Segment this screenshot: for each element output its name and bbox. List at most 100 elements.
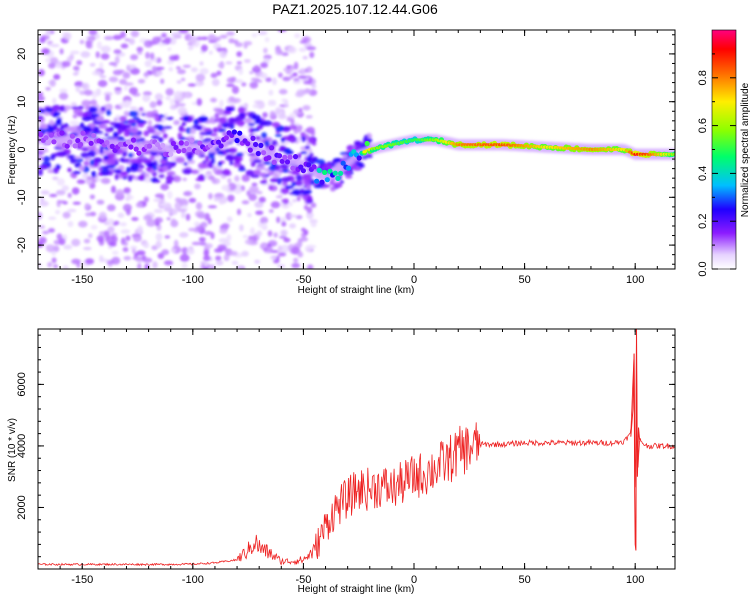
spectrogram-speckle	[291, 246, 301, 255]
spectrogram-speckle	[225, 61, 233, 65]
spectrogram-speckle	[86, 179, 93, 185]
spectrogram-speckle	[83, 238, 91, 244]
spectrogram-speckle	[230, 117, 235, 125]
spectrogram-speckle	[197, 162, 207, 169]
colorbar-gradient	[712, 30, 736, 269]
spectrogram-speckle	[154, 217, 163, 224]
spectrogram-ridge-cell	[316, 167, 322, 173]
spectrogram-speckle	[45, 86, 51, 91]
spectrogram-speckle	[249, 227, 255, 235]
spectrogram-speckle	[105, 127, 113, 133]
figure-title: PAZ1.2025.107.12.44.G06	[272, 1, 438, 17]
spectrogram-speckle	[160, 78, 165, 85]
spectrogram-speckle	[167, 47, 172, 51]
spectrogram-speckle	[173, 120, 180, 126]
spectrogram-ridge-cell	[88, 140, 94, 146]
spectrogram-speckle	[258, 196, 266, 203]
spectrogram-ridge-cell	[59, 130, 65, 136]
spectrogram-ridge-cell	[234, 137, 240, 144]
spectrogram-ridge-cell	[306, 162, 312, 168]
spectrogram-speckle	[306, 195, 313, 202]
colorbar-tick-label: 0.6	[697, 118, 709, 133]
spectrogram-speckle	[283, 147, 291, 155]
spectrogram-speckle	[152, 261, 158, 269]
spectrogram-speckle	[113, 49, 122, 54]
spectrogram-speckle	[364, 134, 369, 140]
spectrogram-speckle	[236, 61, 242, 65]
spectrogram-ridge-cell	[269, 145, 275, 151]
spectrogram-speckle	[132, 116, 139, 120]
spectrogram-speckle	[219, 228, 228, 235]
spectrogram-speckle	[137, 79, 146, 84]
spectrogram-ridge-cell	[125, 139, 131, 145]
spectrogram-speckle	[232, 155, 238, 161]
spectrogram-speckle	[99, 255, 104, 263]
spectrogram-speckle	[45, 30, 51, 37]
spectrogram-speckle	[281, 98, 287, 103]
spectrogram-speckle	[90, 225, 98, 230]
spectrogram-speckle	[204, 243, 213, 249]
snr-spike	[630, 329, 641, 551]
spectrogram-speckle	[175, 197, 181, 203]
spectrogram-speckle	[177, 208, 187, 212]
spectrogram-speckle	[214, 113, 220, 118]
spectrogram-speckle	[208, 155, 215, 159]
spectrogram-speckle	[183, 92, 191, 98]
spectrogram-speckle	[241, 174, 250, 182]
spectrogram-speckle	[281, 221, 287, 227]
spectrogram-speckle	[105, 94, 111, 102]
spectrogram-speckle	[238, 68, 244, 75]
spectrogram-speckle	[95, 51, 100, 59]
spectrogram-speckle	[267, 101, 277, 106]
spectrogram-speckle	[109, 241, 117, 247]
spectrogram-speckle	[254, 259, 261, 264]
spectrogram-speckle	[226, 122, 232, 128]
spectrogram-speckle	[67, 221, 74, 227]
spectrogram-speckle	[259, 242, 269, 250]
spectrogram-speckle	[291, 262, 301, 269]
spectrogram-speckle	[159, 202, 167, 207]
spectrogram-speckle	[271, 121, 281, 128]
spectrogram-speckle	[176, 80, 182, 84]
spectrogram-speckle	[271, 140, 278, 146]
spectrogram-speckle	[252, 104, 260, 109]
spectrogram-speckle	[83, 160, 90, 166]
spectrogram-speckle	[52, 104, 61, 112]
spectrogram-speckle	[226, 77, 235, 84]
spectrogram-speckle	[47, 261, 53, 268]
spectrogram-speckle	[298, 107, 303, 113]
spectrogram-speckle	[304, 145, 311, 150]
spectrogram-speckle	[106, 204, 116, 212]
spectrogram-speckle	[280, 137, 285, 143]
spectrogram-speckle	[128, 38, 135, 45]
spectrogram-speckle	[59, 105, 65, 112]
spectrogram-speckle	[38, 262, 42, 268]
spectrogram-speckle	[118, 148, 124, 154]
spectrogram-speckle	[210, 157, 216, 165]
spectrogram-speckle	[123, 187, 131, 194]
spectrogram-speckle	[262, 112, 268, 118]
spectrogram-speckle	[182, 177, 187, 182]
spectrogram-speckle	[258, 120, 268, 127]
spectrogram-speckle	[210, 72, 218, 78]
spectrogram-speckle	[55, 119, 62, 126]
spectrogram-speckle	[213, 196, 220, 202]
spectrogram-speckle	[282, 76, 291, 82]
spectrogram-speckle	[281, 176, 291, 183]
spectrogram-speckle	[274, 166, 281, 171]
spectrogram-speckle	[38, 108, 46, 114]
spectrogram-speckle	[91, 170, 97, 178]
spectrogram-speckle	[253, 65, 260, 70]
spectrogram-speckle	[234, 79, 244, 84]
spectrogram-speckle	[98, 211, 107, 220]
spectrogram-speckle	[158, 137, 164, 143]
spectrogram-speckle	[170, 32, 181, 37]
spectrogram-speckle	[208, 50, 213, 55]
spectrogram-speckle	[80, 51, 91, 58]
spectrogram-speckle	[301, 89, 312, 94]
spectrogram-speckle	[279, 235, 287, 239]
spectrogram-speckle	[139, 173, 145, 180]
spectrogram-speckle	[59, 88, 68, 94]
colorbar-tick-label: 0.8	[697, 70, 709, 85]
spectrogram-speckle	[149, 154, 155, 161]
